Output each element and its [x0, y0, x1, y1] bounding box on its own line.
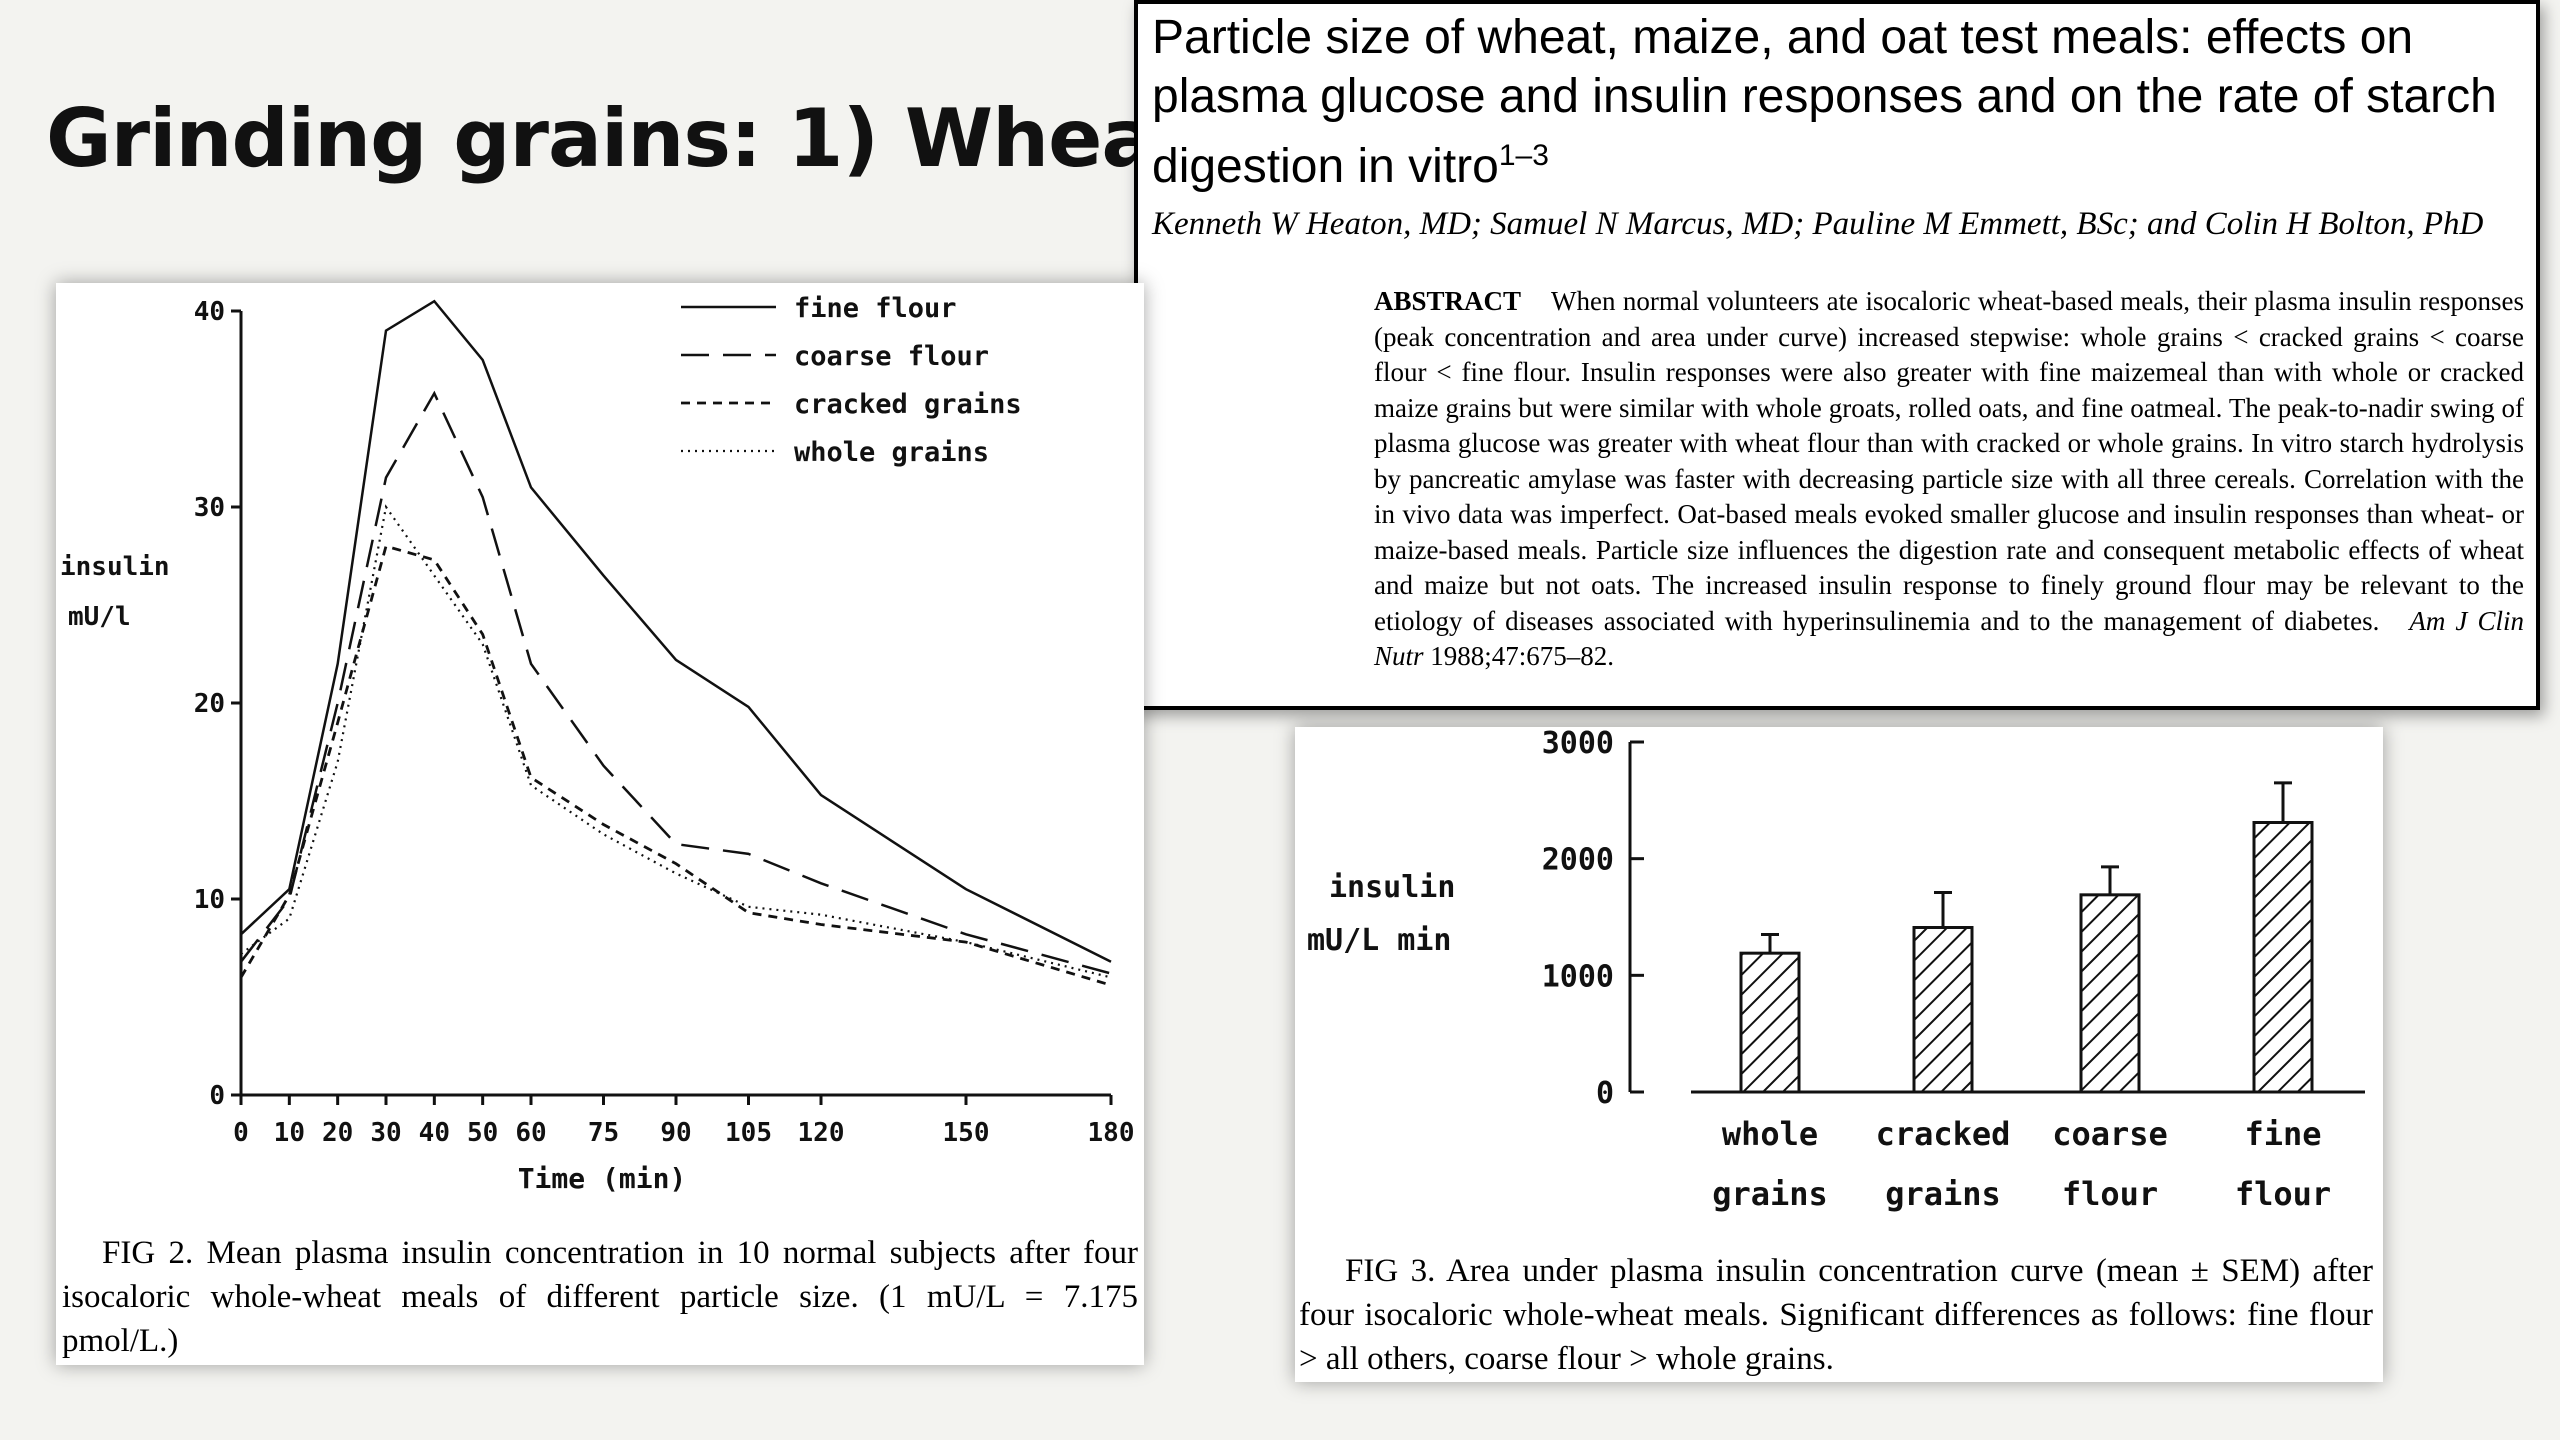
abstract-panel: Particle size of wheat, maize, and oat t…: [1134, 0, 2540, 710]
fig3-panel: insulin mU/L min 0 1000 2000 3000 whole grai…: [1295, 727, 2383, 1382]
fig2-caption: FIG 2. Mean plasma insulin concentration…: [62, 1235, 1138, 1359]
fig3-y-tick-label: 2000: [1542, 843, 1614, 878]
paper-title-text: Particle size of wheat, maize, and oat t…: [1152, 11, 2497, 193]
fig3-category-label: cracked: [1876, 1115, 2011, 1153]
fig3-y-tick-label: 0: [1596, 1076, 1614, 1111]
fig2-line-chart: insulin mU/l 0 10 20 30 40 0 10 20 30 40 50 60 75 90 1…: [60, 293, 1135, 1195]
fig3-category-label: whole: [1722, 1115, 1818, 1153]
fig2-series-cracked-grains: [239, 544, 1112, 987]
fig3-category-label: flour: [2235, 1175, 2331, 1213]
fig3-ylabel-line1: insulin: [1329, 870, 1455, 905]
fig2-x-tick-label: 105: [725, 1118, 772, 1148]
fig3-bar-chart: insulin mU/L min 0 1000 2000 3000 whole grai…: [1307, 727, 2365, 1213]
fig2-y-tick-label: 0: [209, 1081, 225, 1111]
fig3-category-label: coarse: [2052, 1115, 2168, 1153]
abstract-label: ABSTRACT: [1374, 286, 1522, 316]
fig3-bar: [2252, 821, 2314, 1094]
fig2-x-tick-label: 90: [660, 1118, 691, 1148]
fig2-y-tick-label: 40: [194, 297, 225, 327]
fig2-x-tick-label: 75: [588, 1118, 619, 1148]
fig3-ylabel-line2: mU/L min: [1307, 923, 1452, 958]
fig2-x-tick-label: 30: [370, 1118, 401, 1148]
fig2-series-coarse-flour: [240, 390, 1112, 975]
paper-title: Particle size of wheat, maize, and oat t…: [1152, 8, 2532, 196]
fig2-x-tick-label: 180: [1088, 1118, 1135, 1148]
abstract-text: When normal volunteers ate isocaloric wh…: [1374, 286, 2524, 636]
fig2-y-tick-label: 20: [194, 689, 225, 719]
paper-authors: Kenneth W Heaton, MD; Samuel N Marcus, M…: [1152, 206, 2484, 242]
fig3-category-label: fine: [2244, 1115, 2321, 1153]
fig2-legend-label: fine flour: [794, 293, 957, 324]
fig2-series-whole-grains: [240, 504, 1112, 979]
fig2-legend-label: cracked grains: [794, 389, 1022, 420]
citation-ref: 1988;47:675–82.: [1430, 641, 1615, 671]
fig2-ylabel-line2: mU/l: [68, 602, 131, 632]
citation-journal: Am J Clin Nutr: [1374, 605, 2524, 672]
fig3-category-label: flour: [2062, 1175, 2158, 1213]
fig2-x-tick-label: 0: [233, 1118, 249, 1148]
fig2-panel: insulin mU/l 0 10 20 30 40 0 10 20 30 40 50 60 75 90 1…: [56, 283, 1144, 1365]
fig2-series-fine-flour: [240, 299, 1112, 963]
fig2-y-tick-label: 10: [194, 885, 225, 915]
fig2-legend-label: whole grains: [794, 437, 989, 468]
fig2-x-tick-label: 10: [274, 1118, 305, 1148]
fig2-xlabel: Time (min): [518, 1162, 687, 1195]
fig3-category-label: grains: [1885, 1175, 2001, 1213]
fig2-y-tick-label: 30: [194, 493, 225, 523]
fig3-y-tick-label: 1000: [1542, 959, 1614, 994]
fig2-x-tick-label: 60: [515, 1118, 546, 1148]
fig2-x-tick-label: 40: [419, 1118, 450, 1148]
fig2-x-tick-label: 20: [322, 1118, 353, 1148]
abstract-body: ABSTRACT When normal volunteers ate isoca…: [1374, 284, 2524, 675]
fig2-x-tick-label: 150: [943, 1118, 990, 1148]
fig2-x-tick-label: 120: [798, 1118, 845, 1148]
fig3-category-label: grains: [1712, 1175, 1828, 1213]
fig3-caption: FIG 3. Area under plasma insulin concent…: [1299, 1253, 2373, 1377]
fig2-legend-label: coarse flour: [794, 341, 989, 372]
slide-title: Grinding grains: 1) Wheat: [46, 92, 1193, 185]
fig3-bar: [2079, 893, 2141, 1094]
fig3-bar: [1739, 951, 1801, 1094]
paper-title-sup: 1–3: [1498, 139, 1549, 172]
fig3-bar: [1912, 926, 1974, 1094]
fig2-ylabel-line1: insulin: [60, 552, 170, 582]
fig3-y-tick-label: 3000: [1542, 727, 1614, 761]
fig2-x-tick-label: 50: [467, 1118, 498, 1148]
